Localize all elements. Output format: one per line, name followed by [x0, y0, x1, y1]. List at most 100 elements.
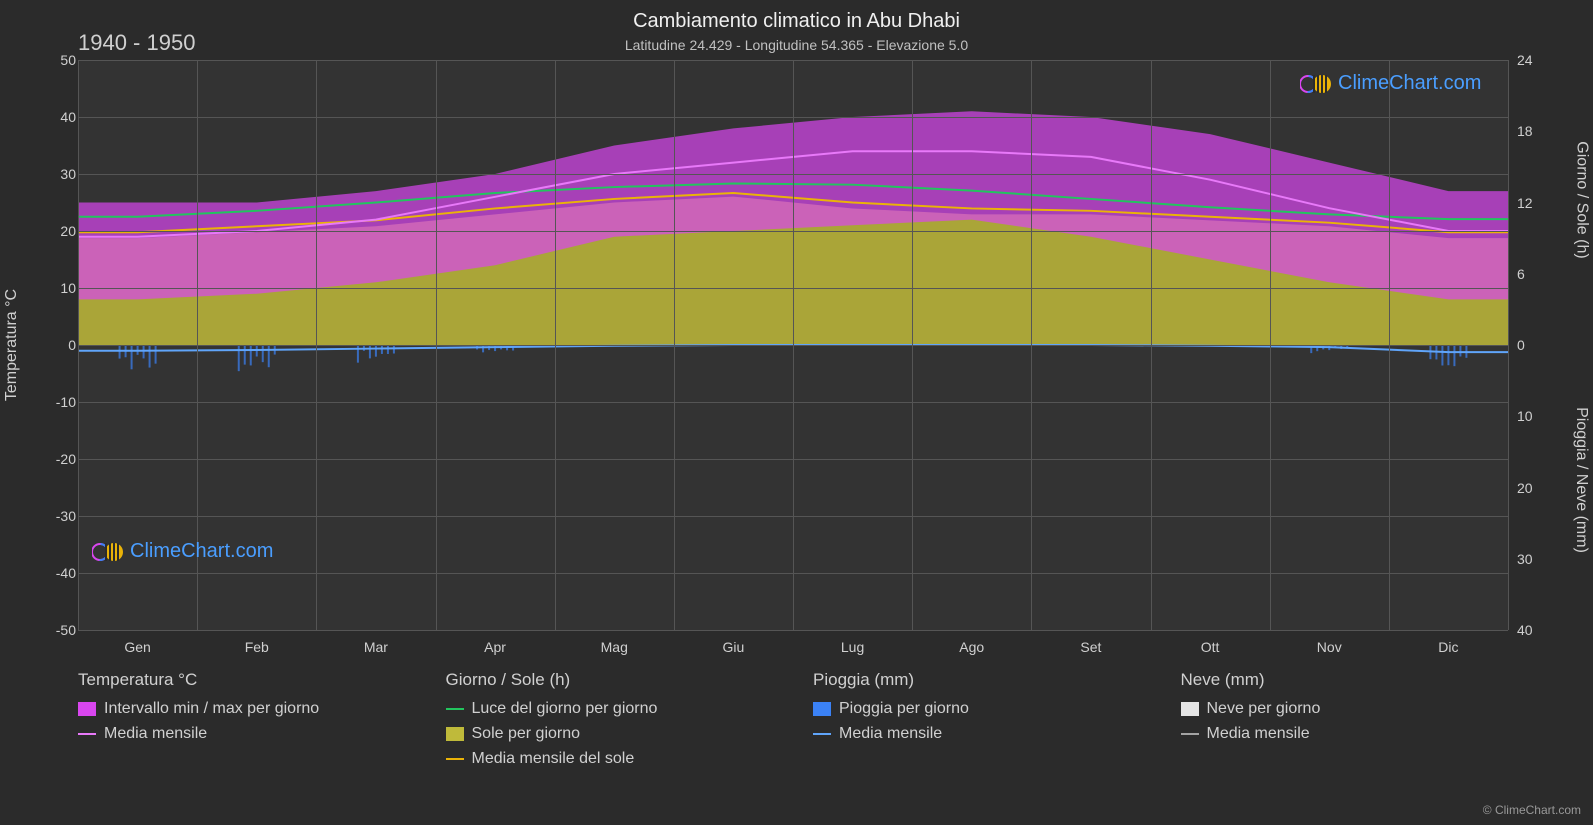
x-tick: Lug: [841, 639, 864, 655]
y-axis-right: 0612182410203040: [1517, 60, 1545, 630]
legend-item: Media mensile: [1181, 725, 1509, 743]
legend-swatch: [78, 733, 96, 735]
legend-swatch: [78, 702, 96, 716]
rain-daily-bar: [357, 345, 359, 363]
y-tick-right: 12: [1517, 195, 1545, 211]
rain-daily-bar: [387, 345, 389, 354]
grid-line: [1389, 60, 1390, 630]
legend-swatch: [1181, 733, 1199, 735]
legend-label: Neve per giorno: [1207, 700, 1321, 718]
legend-item: Media mensile del sole: [446, 750, 774, 768]
legend-label: Pioggia per giorno: [839, 700, 969, 718]
x-tick: Gen: [124, 639, 150, 655]
logo-text: ClimeChart.com: [130, 540, 273, 563]
y-tick-left: -40: [48, 565, 76, 581]
legend-label: Luce del giorno per giorno: [472, 700, 658, 718]
legend-header: Neve (mm): [1181, 670, 1509, 690]
grid-line: [1270, 60, 1271, 630]
legend: Temperatura °C Intervallo min / max per g…: [78, 670, 1508, 775]
legend-item: Media mensile: [813, 725, 1141, 743]
x-tick: Mar: [364, 639, 388, 655]
rain-daily-bar: [131, 345, 133, 369]
legend-item: Sole per giorno: [446, 725, 774, 743]
rain-daily-bar: [1459, 345, 1461, 356]
legend-header: Pioggia (mm): [813, 670, 1141, 690]
grid-line: [793, 60, 794, 630]
grid-line: [78, 630, 1508, 631]
grid-line: [912, 60, 913, 630]
y-axis-left: -50-40-30-20-1001020304050: [48, 60, 76, 630]
copyright-label: © ClimeChart.com: [1483, 803, 1581, 817]
chart-subtitle: Latitudine 24.429 - Longitudine 54.365 -…: [0, 33, 1593, 53]
rain-daily-bar: [119, 345, 121, 359]
y-tick-left: 0: [48, 337, 76, 353]
y-tick-right: 24: [1517, 52, 1545, 68]
legend-label: Media mensile: [104, 725, 207, 743]
legend-item: Media mensile: [78, 725, 406, 743]
legend-column: Neve (mm) Neve per giorno Media mensile: [1181, 670, 1509, 775]
legend-column: Pioggia (mm) Pioggia per giorno Media mens…: [813, 670, 1141, 775]
rain-daily-bar: [149, 345, 151, 368]
legend-label: Intervallo min / max per giorno: [104, 700, 319, 718]
y-axis-left-label: Temperatura °C: [3, 289, 21, 401]
grid-line: [674, 60, 675, 630]
legend-label: Media mensile del sole: [472, 750, 635, 768]
rain-daily-bar: [244, 345, 246, 365]
legend-swatch: [813, 702, 831, 716]
legend-column: Temperatura °C Intervallo min / max per g…: [78, 670, 406, 775]
y-axis-right-top-label: Giorno / Sole (h): [1572, 141, 1590, 258]
legend-item: Pioggia per giorno: [813, 700, 1141, 718]
x-tick: Giu: [723, 639, 745, 655]
y-tick-left: -10: [48, 394, 76, 410]
y-tick-left: 50: [48, 52, 76, 68]
y-tick-right: 18: [1517, 123, 1545, 139]
rain-daily-bar: [238, 345, 240, 371]
y-axis-right-bottom-label: Pioggia / Neve (mm): [1572, 407, 1590, 553]
y-tick-right: 20: [1517, 480, 1545, 496]
year-range-label: 1940 - 1950: [78, 30, 195, 56]
legend-item: Luce del giorno per giorno: [446, 700, 774, 718]
y-tick-left: -50: [48, 622, 76, 638]
rain-daily-bar: [482, 345, 484, 352]
logo-text: ClimeChart.com: [1338, 72, 1481, 95]
grid-line: [436, 60, 437, 630]
climate-chart: Cambiamento climatico in Abu Dhabi Latit…: [0, 0, 1593, 825]
x-tick: Apr: [484, 639, 506, 655]
legend-header: Giorno / Sole (h): [446, 670, 774, 690]
rain-daily-bar: [1453, 345, 1455, 366]
x-tick: Ott: [1201, 639, 1220, 655]
logo-icon: [92, 542, 124, 562]
chart-title: Cambiamento climatico in Abu Dhabi: [0, 0, 1593, 33]
legend-label: Sole per giorno: [472, 725, 581, 743]
rain-daily-bar: [369, 345, 371, 358]
legend-header: Temperatura °C: [78, 670, 406, 690]
x-tick: Nov: [1317, 639, 1342, 655]
grid-line: [78, 60, 79, 630]
grid-line: [1508, 60, 1509, 630]
rain-daily-bar: [155, 345, 157, 364]
legend-column: Giorno / Sole (h) Luce del giorno per gio…: [446, 670, 774, 775]
legend-swatch: [446, 727, 464, 741]
plot-area: [78, 60, 1508, 630]
x-tick: Ago: [959, 639, 984, 655]
x-tick: Mag: [601, 639, 628, 655]
rain-daily-bar: [262, 345, 264, 362]
grid-line: [1031, 60, 1032, 630]
legend-swatch: [813, 733, 831, 735]
x-tick: Dic: [1438, 639, 1458, 655]
legend-item: Neve per giorno: [1181, 700, 1509, 718]
rain-daily-bar: [1447, 345, 1449, 365]
y-tick-right: 0: [1517, 337, 1545, 353]
legend-label: Media mensile: [1207, 725, 1310, 743]
rain-daily-bar: [1441, 345, 1443, 365]
y-tick-right: 40: [1517, 622, 1545, 638]
y-tick-right: 10: [1517, 408, 1545, 424]
y-tick-left: 10: [48, 280, 76, 296]
y-tick-left: 30: [48, 166, 76, 182]
legend-item: Intervallo min / max per giorno: [78, 700, 406, 718]
legend-swatch: [1181, 702, 1199, 716]
grid-line: [316, 60, 317, 630]
y-tick-left: 40: [48, 109, 76, 125]
grid-line: [1151, 60, 1152, 630]
y-tick-left: -30: [48, 508, 76, 524]
